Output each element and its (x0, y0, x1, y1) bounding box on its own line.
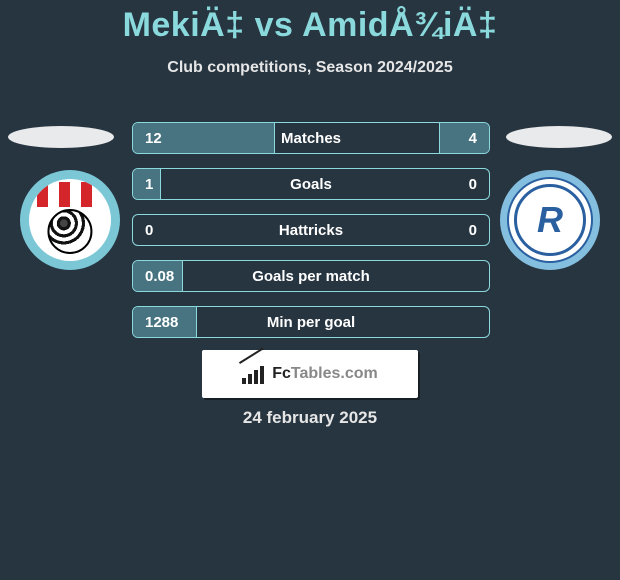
crest-letter: R (537, 199, 563, 241)
checker-pattern-icon (37, 182, 103, 207)
comparison-title: MekiÄ‡ vs AmidÅ¾iÄ‡ (0, 0, 620, 45)
stat-row: 12Matches4 (132, 122, 490, 154)
stat-value-right: 0 (469, 222, 477, 239)
stat-label: Matches (133, 130, 489, 147)
comparison-date: 24 february 2025 (0, 408, 620, 428)
stat-label: Min per goal (133, 314, 489, 331)
stat-row: 1Goals0 (132, 168, 490, 200)
shadow-ellipse-left (8, 126, 114, 148)
soccer-ball-icon (47, 209, 92, 254)
team-crest-right: R (500, 170, 600, 270)
brand-prefix: Fc (272, 365, 291, 383)
stat-value-right: 4 (469, 130, 477, 147)
bar-chart-icon (242, 364, 268, 384)
stat-label: Goals (133, 176, 489, 193)
stat-row: 0.08Goals per match (132, 260, 490, 292)
team-crest-left (20, 170, 120, 270)
shadow-ellipse-right (506, 126, 612, 148)
brand-badge[interactable]: FcTables.com (202, 350, 418, 398)
stat-row: 0Hattricks0 (132, 214, 490, 246)
stat-label: Hattricks (133, 222, 489, 239)
brand-suffix: Tables.com (291, 365, 378, 383)
brand-text: FcTables.com (272, 365, 378, 383)
stat-value-right: 0 (469, 176, 477, 193)
comparison-subtitle: Club competitions, Season 2024/2025 (0, 59, 620, 77)
stat-label: Goals per match (133, 268, 489, 285)
stats-container: 12Matches41Goals00Hattricks00.08Goals pe… (132, 122, 490, 352)
stat-row: 1288Min per goal (132, 306, 490, 338)
